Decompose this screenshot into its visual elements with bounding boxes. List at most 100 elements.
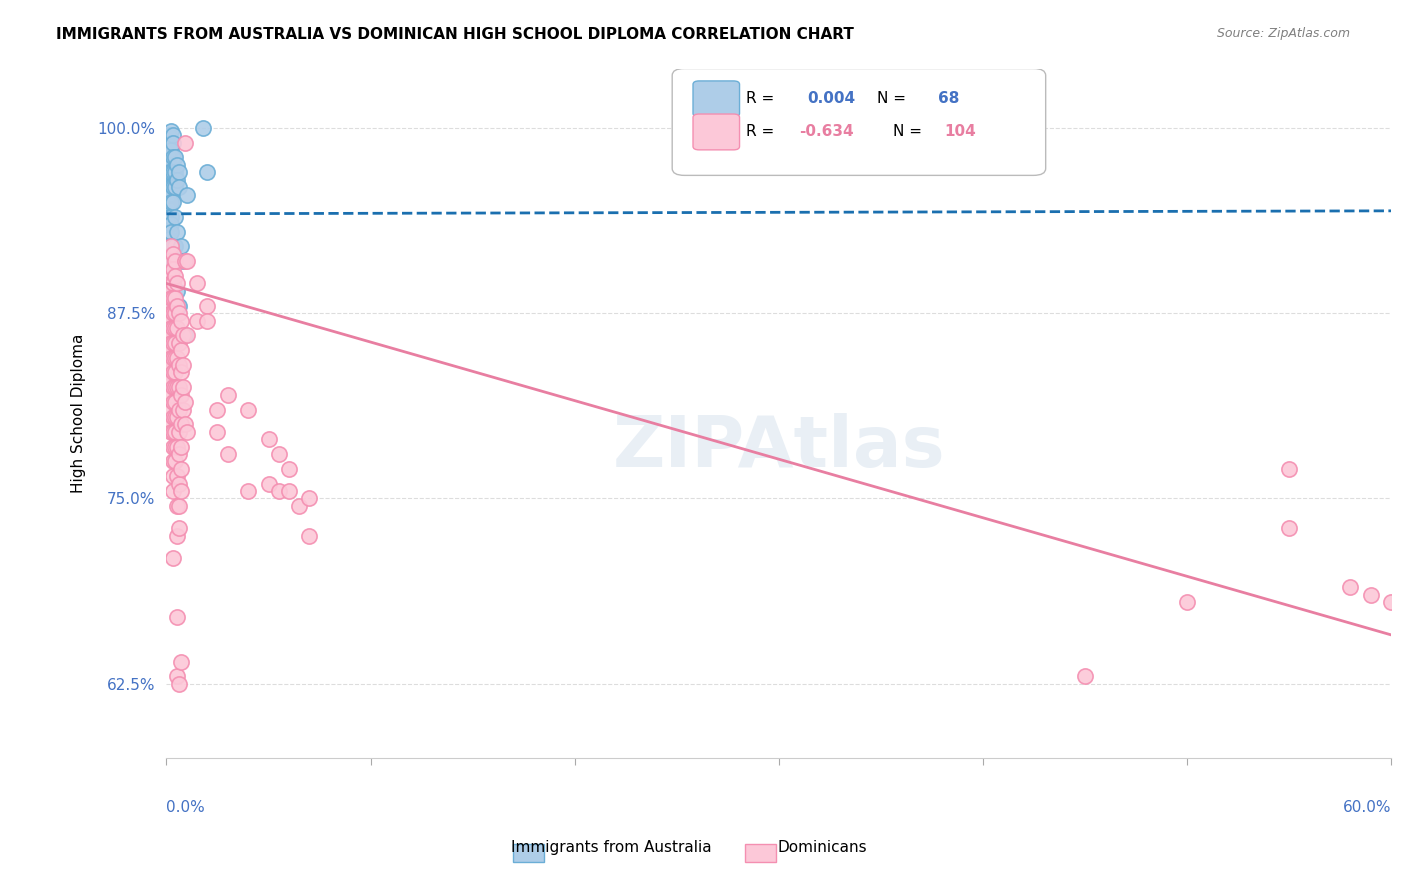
Point (163, 335, 186, 350)
Point (170, 440, 193, 454)
Text: Immigrants from Australia: Immigrants from Australia (512, 840, 711, 855)
Point (167, 358, 190, 372)
Point (163, 380, 186, 394)
Point (167, 499, 190, 513)
Point (157, 313, 180, 327)
Point (159, 291, 181, 305)
Point (166, 172, 188, 186)
Point (195, 313, 218, 327)
Point (1360, 588, 1382, 602)
Point (159, 136, 181, 150)
Point (163, 454, 186, 468)
Point (159, 261, 181, 276)
Point (167, 521, 190, 535)
Point (236, 483, 259, 498)
Point (159, 180, 181, 194)
Point (157, 268, 180, 283)
Point (186, 277, 208, 291)
Point (162, 366, 184, 380)
Point (163, 366, 186, 380)
Point (288, 499, 311, 513)
Point (166, 669, 188, 683)
Point (166, 499, 188, 513)
Point (157, 254, 180, 268)
Point (163, 409, 186, 424)
Point (159, 351, 181, 365)
Point (162, 335, 184, 350)
Point (163, 306, 186, 320)
Point (157, 232, 180, 246)
Point (159, 217, 181, 231)
Point (162, 395, 184, 409)
Point (163, 239, 186, 253)
Point (1278, 521, 1301, 535)
Point (162, 291, 184, 305)
Point (157, 366, 180, 380)
Point (157, 128, 180, 143)
Point (159, 313, 181, 327)
Point (159, 239, 181, 253)
Point (170, 239, 193, 253)
Point (157, 315, 180, 329)
Point (173, 328, 195, 343)
Point (159, 328, 181, 343)
Point (162, 254, 184, 268)
Point (163, 440, 186, 454)
FancyBboxPatch shape (672, 69, 1046, 176)
FancyBboxPatch shape (693, 114, 740, 150)
Point (166, 440, 188, 454)
Text: R =: R = (745, 91, 783, 106)
Point (162, 550, 184, 565)
Point (157, 310, 180, 325)
Point (170, 313, 193, 327)
Point (257, 432, 280, 446)
Point (172, 380, 194, 394)
Point (167, 380, 190, 394)
Point (159, 284, 181, 298)
Point (170, 343, 193, 358)
Text: Source: ZipAtlas.com: Source: ZipAtlas.com (1216, 27, 1350, 40)
Point (170, 387, 193, 401)
Text: Dominicans: Dominicans (778, 840, 868, 855)
Point (1175, 595, 1198, 609)
Text: -0.634: -0.634 (800, 125, 855, 139)
Point (277, 483, 299, 498)
Text: 0.004: 0.004 (807, 91, 855, 106)
Point (163, 351, 186, 365)
Point (162, 165, 184, 179)
Text: N =: N = (893, 125, 927, 139)
Point (159, 143, 181, 157)
Point (159, 306, 181, 320)
Point (173, 136, 195, 150)
Text: R =: R = (745, 125, 779, 139)
Point (159, 343, 181, 358)
Point (157, 225, 180, 239)
Point (159, 225, 181, 239)
Point (162, 180, 184, 194)
Point (159, 387, 181, 401)
Point (159, 425, 181, 439)
Point (1379, 595, 1402, 609)
Point (163, 165, 186, 179)
FancyBboxPatch shape (693, 81, 740, 117)
Point (162, 469, 184, 483)
Point (159, 254, 181, 268)
Point (166, 321, 188, 335)
Point (193, 120, 215, 135)
Point (277, 462, 299, 476)
Point (166, 469, 188, 483)
Point (159, 358, 181, 372)
Point (166, 351, 188, 365)
Point (167, 425, 190, 439)
Point (162, 299, 184, 313)
Point (157, 261, 180, 276)
Point (298, 528, 321, 542)
Point (207, 402, 229, 417)
Text: IMMIGRANTS FROM AUSTRALIA VS DOMINICAN HIGH SCHOOL DIPLOMA CORRELATION CHART: IMMIGRANTS FROM AUSTRALIA VS DOMINICAN H… (56, 27, 853, 42)
Point (159, 402, 181, 417)
Point (157, 358, 180, 372)
Point (157, 335, 180, 350)
Point (163, 268, 186, 283)
Point (167, 180, 190, 194)
Point (159, 373, 181, 387)
